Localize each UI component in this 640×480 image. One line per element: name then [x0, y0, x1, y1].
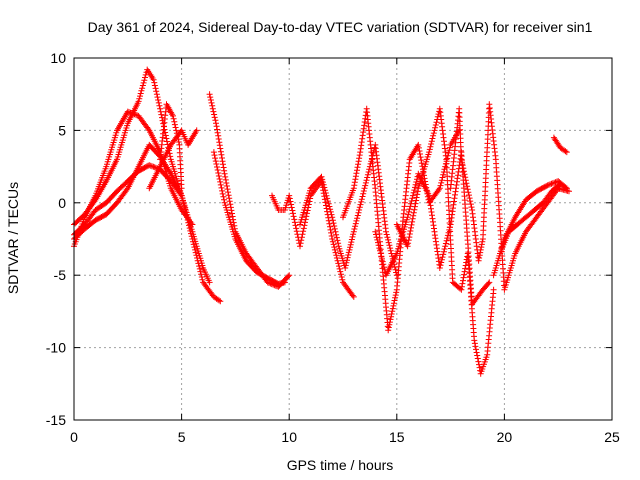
series-track-10: [297, 141, 400, 279]
series-track-17: [550, 134, 570, 156]
y-tick-label: 0: [58, 195, 66, 211]
x-tick-label: 20: [497, 429, 513, 445]
y-tick-label: -15: [46, 412, 66, 428]
data-marker-track-9: [269, 178, 357, 300]
data-marker-track-6: [157, 101, 185, 192]
ticks: 0 5 10 15 20 25 -15 -10 -5 0 5 10: [46, 50, 620, 445]
x-tick-label: 25: [604, 429, 620, 445]
y-tick-label: 10: [50, 50, 66, 66]
x-tick-label: 15: [389, 429, 405, 445]
series-track-16: [497, 181, 564, 257]
chart-title: Day 361 of 2024, Sidereal Day-to-day VTE…: [88, 19, 593, 35]
x-tick-label: 5: [178, 429, 186, 445]
x-axis-label: GPS time / hours: [287, 457, 394, 473]
data-points: [71, 66, 572, 377]
series-track-14: [447, 101, 572, 293]
data-marker-track-5: [146, 127, 200, 192]
data-marker-track-17: [550, 134, 570, 156]
grid: [74, 58, 612, 420]
y-tick-label: -5: [54, 267, 67, 283]
series-track-9: [269, 178, 357, 300]
series-track-5: [146, 127, 200, 192]
y-tick-label: -10: [46, 340, 66, 356]
series-track-15: [490, 178, 570, 279]
data-marker-track-13: [393, 105, 497, 377]
x-tick-label: 10: [281, 429, 297, 445]
data-marker-track-15: [490, 178, 570, 279]
data-marker-track-10: [297, 141, 400, 279]
y-axis-label: SDTVAR / TECUs: [5, 182, 21, 294]
series-track-8: [210, 149, 288, 287]
x-tick-label: 0: [70, 429, 78, 445]
series-track-2: [71, 66, 213, 286]
y-tick-label: 5: [58, 122, 66, 138]
data-marker-track-8: [210, 149, 288, 287]
series-track-13: [393, 105, 497, 377]
data-marker-track-16: [497, 181, 564, 257]
plot-frame: [73, 57, 613, 421]
series-track-6: [157, 101, 185, 192]
data-marker-track-14: [447, 101, 572, 293]
data-marker-track-2: [71, 66, 213, 286]
